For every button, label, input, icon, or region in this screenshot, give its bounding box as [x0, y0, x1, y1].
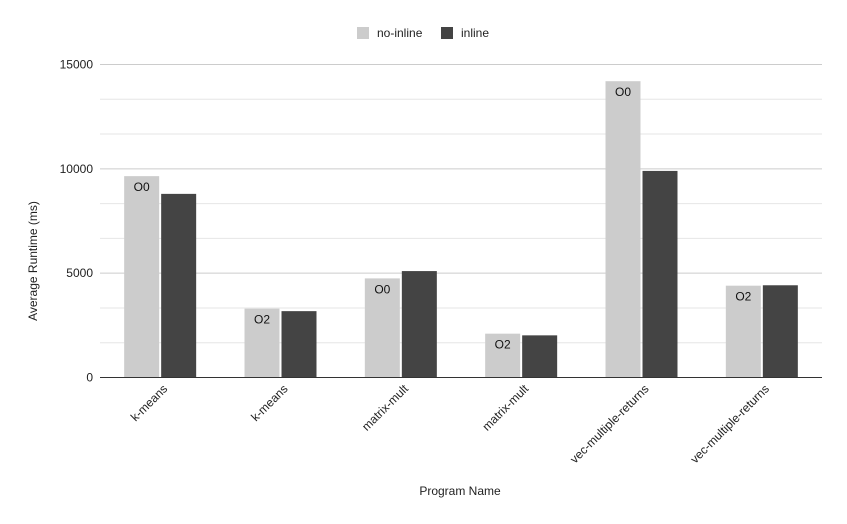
y-tick-label: 5000: [66, 266, 93, 280]
bars: O0 O2 O0 O2 O0 O2: [124, 81, 798, 378]
bar-data-label: O0: [374, 282, 390, 296]
x-tick-label: vec-multiple-returns: [567, 382, 651, 466]
legend-swatch-inline: [441, 27, 453, 39]
x-axis-label: Program Name: [419, 484, 501, 498]
bar-inline: [401, 271, 437, 378]
bar-inline: [522, 335, 558, 378]
legend-swatch-no-inline: [357, 27, 369, 39]
x-tick-label: matrix-mult: [359, 381, 411, 433]
bar-no-inline: [605, 81, 641, 378]
y-tick-label: 15000: [60, 58, 94, 72]
bar-inline: [762, 285, 798, 378]
bar-no-inline: [485, 333, 521, 378]
y-axis-ticks: 0 5000 10000 15000: [60, 58, 94, 385]
y-axis-label: Average Runtime (ms): [26, 201, 40, 321]
bar-data-label: O2: [735, 290, 751, 304]
y-tick-label: 0: [86, 371, 93, 385]
x-tick-label: vec-multiple-returns: [688, 382, 772, 466]
bar-data-label: O2: [495, 338, 511, 352]
x-axis-ticks: k-means k-means matrix-mult matrix-mult vec-…: [128, 381, 772, 466]
bar-no-inline: [244, 308, 280, 378]
legend-label: no-inline: [377, 26, 423, 40]
x-tick-label: k-means: [128, 382, 170, 424]
gridlines: [100, 64, 822, 344]
bar-no-inline: [124, 176, 160, 378]
bar-inline: [281, 311, 317, 378]
x-tick-label: k-means: [248, 382, 290, 424]
x-tick-label: matrix-mult: [479, 381, 531, 433]
legend-label: inline: [461, 26, 489, 40]
bar-inline: [642, 170, 678, 378]
bar-inline: [161, 193, 197, 378]
bar-data-label: O2: [254, 313, 270, 327]
bar-data-label: O0: [615, 85, 631, 99]
bar-data-label: O0: [134, 180, 150, 194]
bar-no-inline: [364, 278, 400, 378]
legend: no-inline inline: [357, 26, 489, 40]
y-tick-label: 10000: [60, 162, 94, 176]
bar-no-inline: [725, 285, 761, 378]
